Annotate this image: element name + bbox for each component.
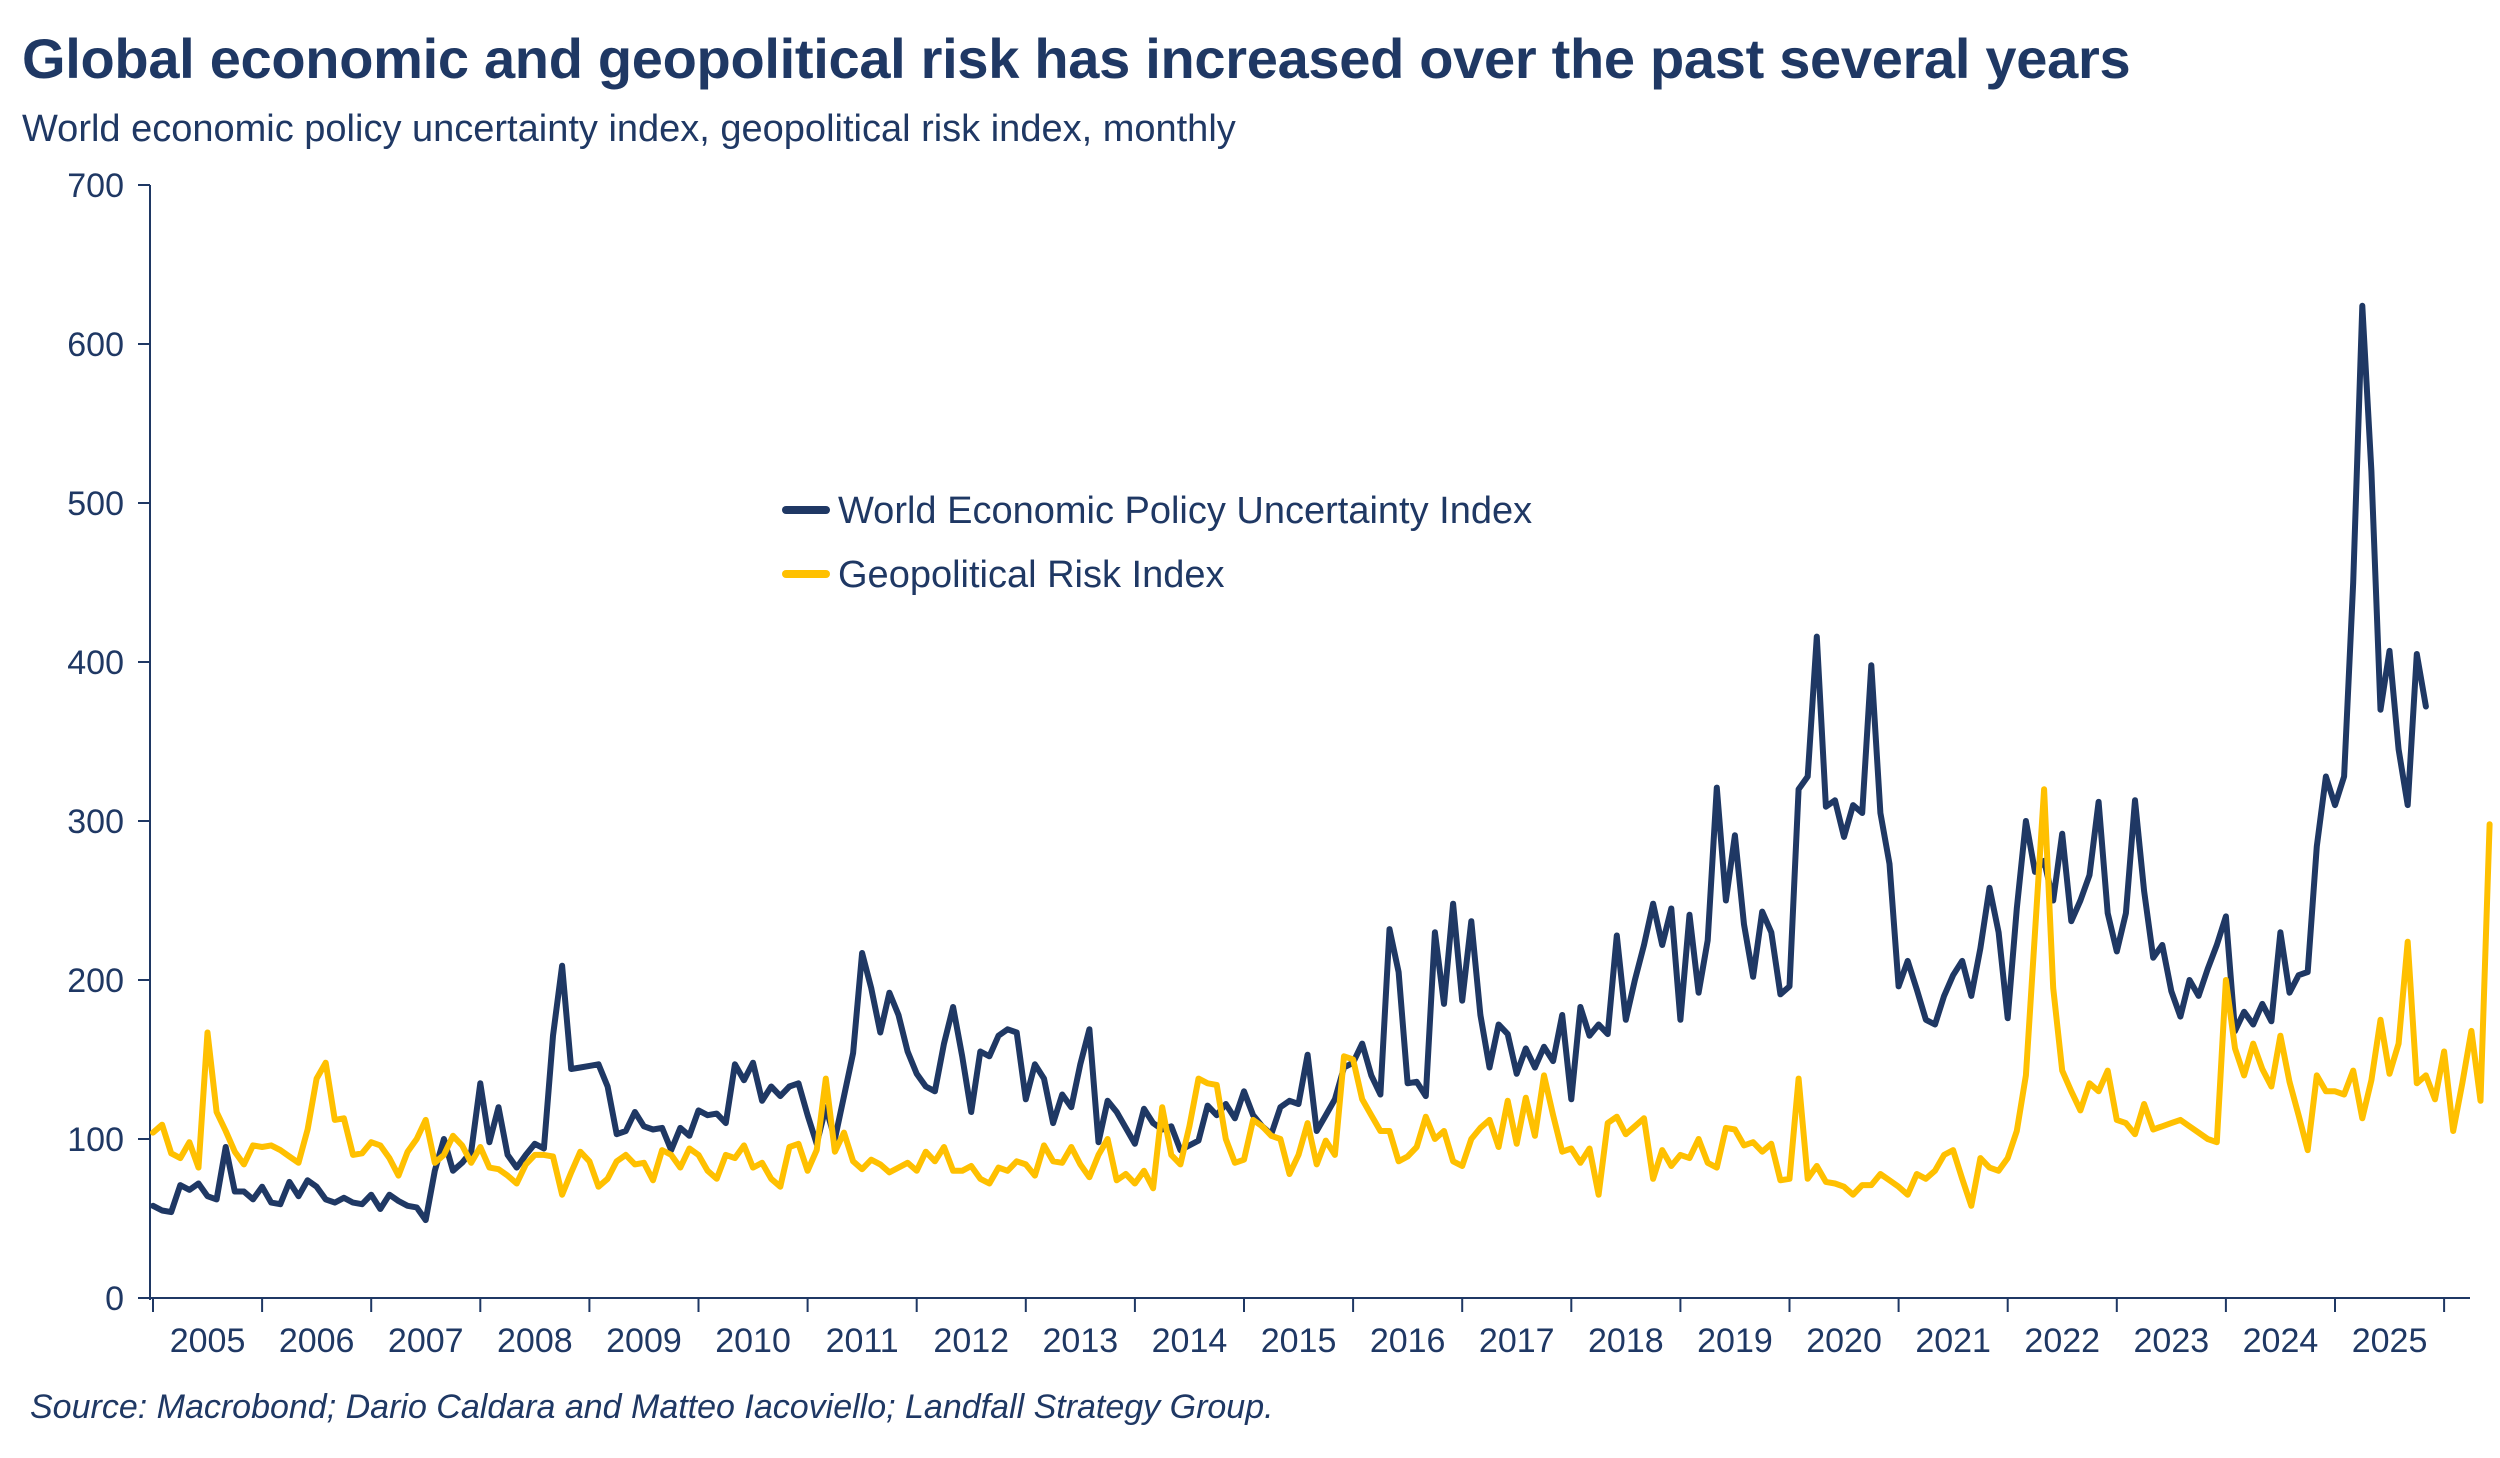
x-tick-label: 2023 (2134, 1322, 2210, 1360)
x-tick-label: 2015 (1261, 1322, 1337, 1360)
y-tick-label: 400 (67, 644, 124, 682)
x-tick-label: 2007 (388, 1322, 464, 1360)
legend: World Economic Policy Uncertainty Index G… (782, 490, 1532, 596)
x-tick-label: 2013 (1043, 1322, 1119, 1360)
y-tick-label: 100 (67, 1121, 124, 1159)
x-tick-label: 2014 (1152, 1322, 1228, 1360)
y-tick-label: 700 (67, 167, 124, 205)
x-tick-label: 2018 (1588, 1322, 1664, 1360)
chart-title: Global economic and geopolitical risk ha… (22, 27, 2131, 90)
x-tick-label: 2005 (170, 1322, 246, 1360)
axes: 0 100 200 300 400 500 600 700 2005 2006 2007 2008 20… (67, 167, 2470, 1360)
x-tick-label: 2016 (1370, 1322, 1446, 1360)
x-tick-label: 2006 (279, 1322, 355, 1360)
x-tick-label: 2009 (606, 1322, 682, 1360)
y-tick-label: 500 (67, 485, 124, 523)
x-tick-label: 2008 (497, 1322, 573, 1360)
x-tick-label: 2010 (715, 1322, 791, 1360)
x-tick-label: 2012 (933, 1322, 1009, 1360)
x-tick-label: 2019 (1697, 1322, 1773, 1360)
y-tick-label: 200 (67, 962, 124, 1000)
x-tick-label: 2020 (1806, 1322, 1882, 1360)
y-tick-label: 0 (105, 1280, 124, 1318)
x-tick-label: 2021 (1915, 1322, 1991, 1360)
chart-subtitle: World economic policy uncertainty index,… (22, 108, 1236, 150)
x-tick-label: 2025 (2352, 1322, 2428, 1360)
source-note: Source: Macrobond; Dario Caldara and Mat… (30, 1388, 1274, 1426)
y-tick-label: 600 (67, 326, 124, 364)
y-tick-label: 300 (67, 803, 124, 841)
series-line-gpr (150, 786, 2493, 1209)
x-tick-label: 2022 (2024, 1322, 2100, 1360)
x-tick-label: 2011 (826, 1322, 899, 1360)
x-tick-label: 2024 (2243, 1322, 2319, 1360)
series-group (150, 302, 2493, 1224)
x-tick-label: 2017 (1479, 1322, 1555, 1360)
series-line-epu (150, 302, 2429, 1224)
legend-label-gpr: Geopolitical Risk Index (838, 554, 1225, 596)
legend-label-epu: World Economic Policy Uncertainty Index (838, 490, 1532, 532)
